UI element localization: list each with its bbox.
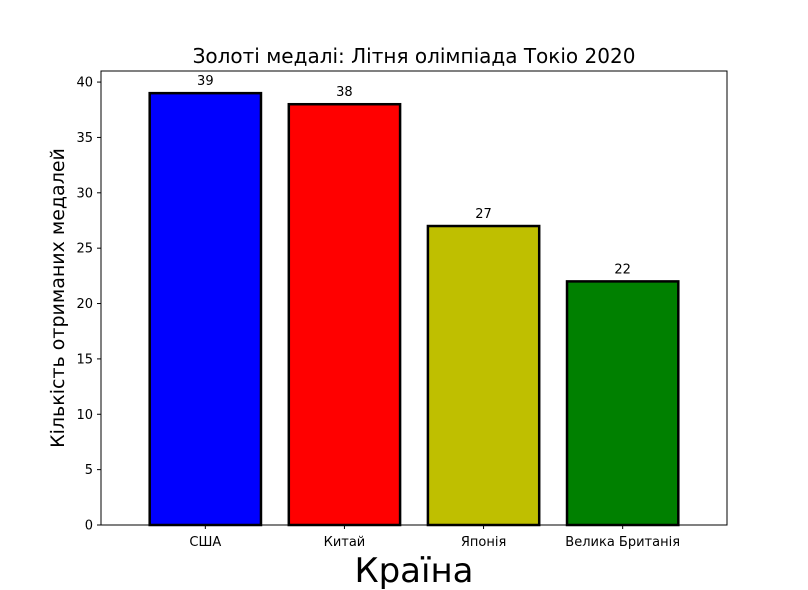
y-tick-label: 0 [85,519,93,534]
bar [287,102,402,527]
y-tick-label: 40 [76,76,93,91]
bar-value-label: 38 [336,85,353,100]
chart-title: Золоті медалі: Літня олімпіада Токіо 202… [193,44,636,68]
x-axis-ticks: США Китай Японія Велика Британія [189,525,680,550]
y-axis-label: Кількість отриманих медалей [47,148,69,448]
bar-value-label: 22 [614,262,631,277]
x-tick-label: Велика Британія [565,535,680,550]
bar [565,280,680,527]
value-labels-group: 39 38 27 22 [197,74,631,277]
y-tick-label: 20 [76,297,93,312]
y-tick-label: 5 [85,463,93,478]
x-tick-label: Японія [461,535,506,550]
y-tick-label: 25 [76,242,93,257]
bar-value-label: 39 [197,74,214,89]
x-tick-label: США [189,535,221,550]
bars-group [148,91,680,527]
y-tick-label: 30 [76,186,93,201]
x-tick-label: Китай [324,535,366,550]
y-tick-label: 15 [76,352,93,367]
bar [148,91,263,527]
y-axis-ticks: 0 5 10 15 20 25 30 35 40 [76,76,101,534]
plot-area-frame [100,70,728,526]
x-axis-label: Країна [354,551,473,590]
bar [426,224,541,527]
y-tick-label: 10 [76,408,93,423]
y-tick-label: 35 [76,131,93,146]
bar-value-label: 27 [475,207,492,222]
